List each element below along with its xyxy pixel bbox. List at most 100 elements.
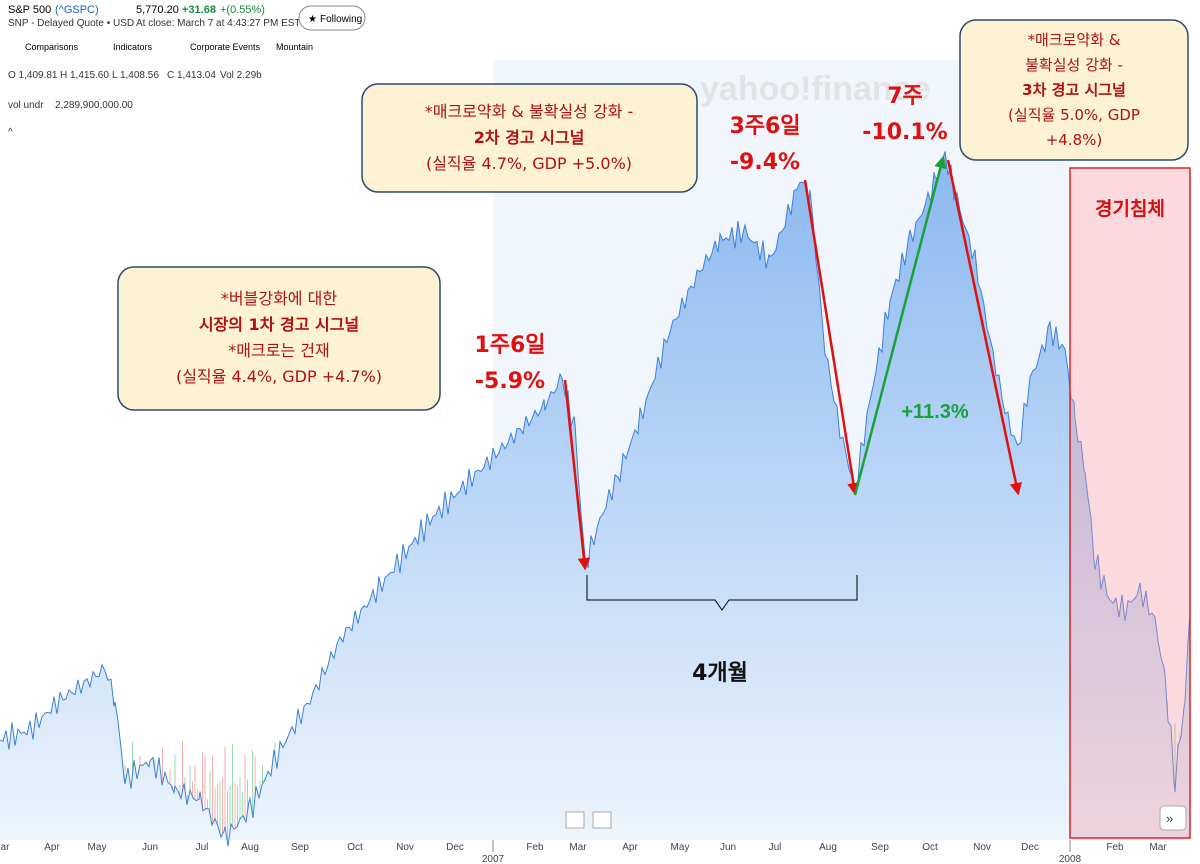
annotation-text: +4.8%) xyxy=(1046,131,1103,149)
x-tick-label: Oct xyxy=(347,842,363,853)
volume-bar xyxy=(1174,723,1176,840)
ohlc-value: Vol 2.29b xyxy=(220,70,262,81)
recession-box xyxy=(1069,167,1191,839)
annotation-text: (실직율 5.0%, GDP xyxy=(1008,106,1140,124)
x-tick-label: Feb xyxy=(526,842,544,853)
scroll-right[interactable] xyxy=(1159,805,1187,831)
annotation-text: *매크로는 건재 xyxy=(228,341,329,360)
x-tick-label: Apr xyxy=(622,842,638,853)
ohlc-value: O 1,409.81 xyxy=(8,70,58,81)
drop-label: 3주6일 xyxy=(729,114,800,139)
star: ★ xyxy=(308,14,317,25)
volume-bar xyxy=(209,771,211,840)
volume-bar xyxy=(244,754,246,840)
change-pct: +(0.55%) xyxy=(220,4,265,16)
follow-button[interactable] xyxy=(298,5,366,31)
header: S&P 500 (^GSPC) SNP - Delayed Quote • US… xyxy=(8,4,366,31)
recession-label: 경기침체 xyxy=(1095,198,1165,220)
volume-bar xyxy=(229,785,231,840)
x-tick-label: Nov xyxy=(973,842,991,853)
annotation-text: 3차 경고 시그널 xyxy=(1022,81,1126,99)
x-tick-label: May xyxy=(671,842,690,853)
x-tick-label: Dec xyxy=(446,842,464,853)
volume-bar xyxy=(239,776,241,840)
span-label: 4개월 xyxy=(692,661,748,686)
annotation-box xyxy=(959,19,1189,161)
collapse[interactable]: ^ xyxy=(8,127,13,138)
volume-bar xyxy=(237,785,238,840)
x-tick-label: Feb xyxy=(1106,842,1124,853)
toolbar-item[interactable]: Indicators xyxy=(113,42,153,52)
price: 5,770.20 xyxy=(136,4,179,16)
x-tick-label: Jun xyxy=(142,842,158,853)
x-tick-label: Sep xyxy=(291,842,309,853)
volume-value: 2,289,900,000.00 xyxy=(55,100,133,111)
arrow xyxy=(803,179,860,496)
x-tick-label: Nov xyxy=(396,842,414,853)
toolbar-item[interactable]: Mountain xyxy=(276,42,313,52)
name: S&P 500 xyxy=(8,4,51,16)
annotation-text: 시장의 1차 경고 시그널 xyxy=(199,315,359,334)
arrow xyxy=(853,155,947,496)
volume-bar xyxy=(212,755,213,840)
subtitle: SNP - Delayed Quote • USD xyxy=(8,18,134,29)
x-tick-label: Apr xyxy=(44,842,60,853)
volume-bar xyxy=(204,755,206,840)
volume-label: vol undr xyxy=(8,100,44,111)
annotation-text: *매크로약화 & xyxy=(1028,31,1121,49)
drop-label: 1주6일 xyxy=(474,333,545,358)
scroll-icon: » xyxy=(1166,811,1173,826)
year-label: 2007 xyxy=(482,854,505,864)
x-tick-label: Aug xyxy=(819,842,837,853)
rise-label: +11.3% xyxy=(901,401,969,423)
annotation-text: (실직율 4.4%, GDP +4.7%) xyxy=(176,367,382,386)
volume-bar xyxy=(202,751,203,840)
arrow xyxy=(946,159,1023,496)
drop-label: -9.4% xyxy=(730,150,800,175)
price-area xyxy=(0,151,1190,847)
volume-bar xyxy=(217,784,218,840)
ohlc-value: H 1,415.60 xyxy=(60,70,109,81)
x-tick-label: Aug xyxy=(241,842,259,853)
brace xyxy=(586,575,858,611)
x-tick-label: Sep xyxy=(871,842,889,853)
volume-bar xyxy=(227,790,228,840)
ohlc-value: L 1,408.56 xyxy=(112,70,159,81)
x-tick-label: Jul xyxy=(196,842,209,853)
volume-bar xyxy=(222,777,223,840)
volume-bar xyxy=(224,746,226,840)
zoom-out[interactable] xyxy=(565,811,585,829)
x-tick-label: Mar xyxy=(1149,842,1167,853)
x-tick-label: Oct xyxy=(922,842,938,853)
price-line xyxy=(0,151,1191,847)
x-tick-label: Jul xyxy=(769,842,782,853)
drop-label: -5.9% xyxy=(475,369,545,394)
symbol: (^GSPC) xyxy=(55,4,99,16)
toolbar-item[interactable]: Corporate Events xyxy=(190,42,261,52)
annotation-box xyxy=(361,83,698,193)
x-tick-label: ar xyxy=(1,842,11,853)
volume-bar xyxy=(232,743,233,840)
x-tick-label: Jun xyxy=(720,842,736,853)
x-tick-label: Dec xyxy=(1021,842,1039,853)
volume-bar xyxy=(234,782,236,840)
arrow xyxy=(563,379,591,571)
toolbar-item[interactable]: Comparisons xyxy=(25,42,79,52)
volume-bar xyxy=(219,781,221,840)
annotation-text: 불확실성 강화 - xyxy=(1025,56,1123,74)
annotation-text: *버블강화에 대한 xyxy=(221,289,337,308)
ohlc-value: C 1,413.04 xyxy=(167,70,216,81)
close-time: At close: March 7 at 4:43:27 PM EST xyxy=(136,18,301,29)
x-tick-label: May xyxy=(88,842,107,853)
annotation-box xyxy=(117,266,441,411)
volume-bar xyxy=(214,788,216,840)
annotation-text: (실직율 4.7%, GDP +5.0%) xyxy=(426,154,632,173)
zoom-in[interactable] xyxy=(592,811,612,829)
watermark: yahoo!finance xyxy=(700,70,930,108)
x-tick-label: Mar xyxy=(569,842,587,853)
follow-label: Following xyxy=(320,14,362,25)
drop-label: 7주 xyxy=(887,84,923,109)
annotation-text: 2차 경고 시그널 xyxy=(474,128,585,147)
year-label: 2008 xyxy=(1059,854,1082,864)
